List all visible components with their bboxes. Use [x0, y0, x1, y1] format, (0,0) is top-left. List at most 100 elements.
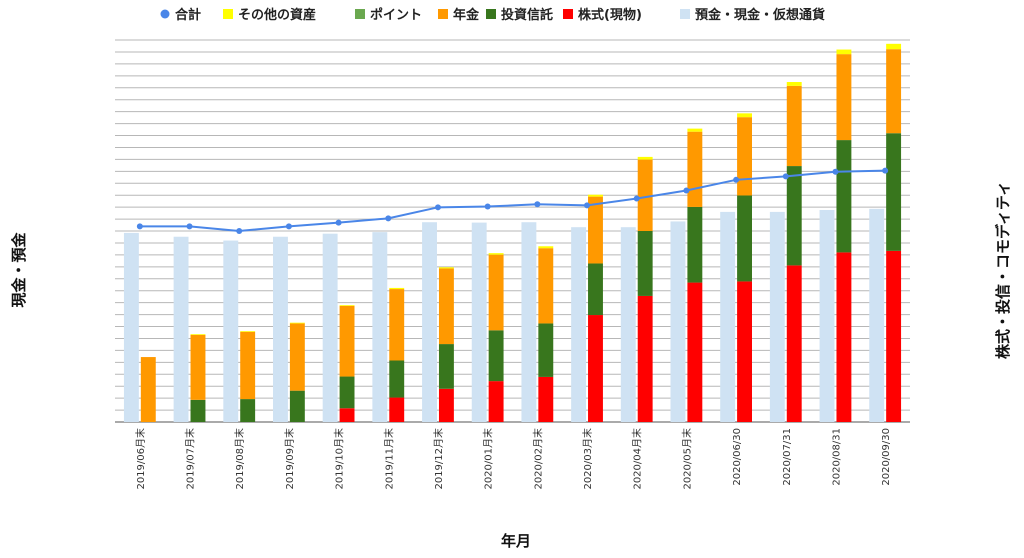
- bar-segment: [737, 281, 752, 422]
- bar-segment: [886, 250, 902, 422]
- bar-segment: [488, 330, 504, 382]
- x-tick-label: 2020/06/30: [732, 428, 743, 486]
- bar-segment: [687, 206, 703, 283]
- bar-segment: [538, 246, 554, 249]
- bar-cash: [521, 222, 537, 422]
- legend-label: 年金: [453, 7, 480, 23]
- bar-segment: [588, 263, 603, 316]
- legend-marker: [223, 9, 233, 19]
- bar-segment: [588, 194, 603, 197]
- total-line-point: [136, 223, 143, 230]
- bar-segment: [240, 331, 256, 332]
- x-tick-label: 2020/03月末: [581, 428, 594, 490]
- bar-segment: [289, 322, 305, 324]
- bar-segment: [786, 82, 802, 86]
- total-line-point: [236, 228, 243, 234]
- bar-segment: [886, 43, 902, 50]
- bar-segment: [836, 140, 852, 253]
- bar-cash: [670, 221, 686, 422]
- legend-label: 預金・現金・仮想通貨: [695, 7, 825, 23]
- bar-segment: [190, 334, 206, 400]
- total-line-point: [434, 204, 441, 211]
- x-tick-label: 2020/09/30: [881, 428, 892, 486]
- x-tick-label: 2020/01月末: [482, 428, 495, 490]
- bar-segment: [737, 195, 752, 282]
- x-tick-label: 2019/09月末: [283, 428, 296, 490]
- bar-segment: [786, 166, 802, 266]
- bar-segment: [637, 156, 653, 160]
- total-line-point: [633, 195, 640, 202]
- y-axis-title-left: 現金・預金: [10, 232, 28, 308]
- x-axis-title: 年月: [501, 532, 531, 550]
- bar-cash: [422, 222, 437, 422]
- bars: [123, 43, 902, 422]
- total-line-point: [385, 215, 392, 222]
- x-tick-labels: 2019/06月末 2019/07月末 2019/08月末 2019/09月末 2019…: [134, 428, 892, 490]
- legend: 合計 その他の資産 ポイント 年金 投資信託 株式(現物) 預金・現金・仮想通貨: [160, 7, 825, 23]
- bar-segment: [389, 360, 405, 398]
- bar-segment: [538, 248, 554, 324]
- bar-segment: [389, 289, 405, 361]
- total-line-point: [832, 168, 839, 175]
- bar-cash: [571, 227, 587, 422]
- bar-segment: [836, 252, 852, 422]
- bar-segment: [289, 323, 305, 391]
- x-tick-label: 2019/10月末: [333, 428, 346, 490]
- bar-cash: [372, 232, 388, 422]
- bar-cash: [620, 227, 636, 422]
- bar-segment: [339, 305, 355, 306]
- bar-segment: [488, 253, 504, 255]
- total-line-point: [186, 223, 193, 230]
- x-tick-label: 2019/08月末: [233, 428, 246, 490]
- bar-cash: [819, 209, 835, 422]
- bar-cash: [123, 232, 139, 422]
- total-line-point: [584, 202, 591, 209]
- legend-marker: [355, 9, 365, 19]
- bar-segment: [438, 344, 454, 389]
- bar-segment: [339, 408, 355, 422]
- legend-marker: [680, 9, 690, 19]
- total-line-point: [882, 167, 889, 174]
- legend-marker: [160, 9, 170, 19]
- x-tick-label: 2020/04月末: [631, 428, 644, 490]
- bar-segment: [240, 399, 256, 422]
- bar-segment: [737, 117, 752, 196]
- x-tick-label: 2019/12月末: [432, 428, 445, 490]
- legend-marker: [438, 9, 448, 19]
- bar-segment: [637, 159, 653, 231]
- total-line-point: [683, 187, 690, 194]
- x-tick-label: 2020/02月末: [531, 428, 544, 490]
- bar-segment: [687, 131, 703, 207]
- total-line-point: [782, 173, 789, 180]
- bar-segment: [389, 287, 405, 290]
- bar-cash: [322, 233, 338, 422]
- legend-marker: [563, 9, 573, 19]
- bar-segment: [786, 265, 802, 422]
- x-tick-label: 2020/07/31: [782, 428, 793, 486]
- bar-cash: [273, 236, 288, 422]
- legend-label: その他の資産: [238, 7, 316, 23]
- bar-segment: [687, 128, 703, 132]
- legend-label: 合計: [175, 7, 201, 23]
- legend-marker: [486, 9, 496, 19]
- bar-segment: [339, 305, 355, 377]
- x-tick-label: 2019/06月末: [134, 428, 147, 490]
- bar-cash: [471, 222, 487, 422]
- bar-segment: [438, 268, 454, 345]
- x-tick-label: 2019/07月末: [184, 428, 197, 490]
- legend-label: ポイント: [370, 7, 422, 23]
- bar-segment: [289, 390, 305, 422]
- bar-segment: [339, 376, 355, 409]
- bar-segment: [637, 295, 653, 422]
- total-line-point: [484, 203, 491, 210]
- total-line: [136, 167, 889, 234]
- bar-segment: [438, 388, 454, 422]
- total-line-point: [335, 219, 342, 226]
- bar-segment: [836, 54, 852, 141]
- bar-segment: [737, 113, 752, 118]
- bar-segment: [538, 323, 554, 377]
- total-line-point: [733, 176, 740, 183]
- bar-segment: [438, 267, 454, 269]
